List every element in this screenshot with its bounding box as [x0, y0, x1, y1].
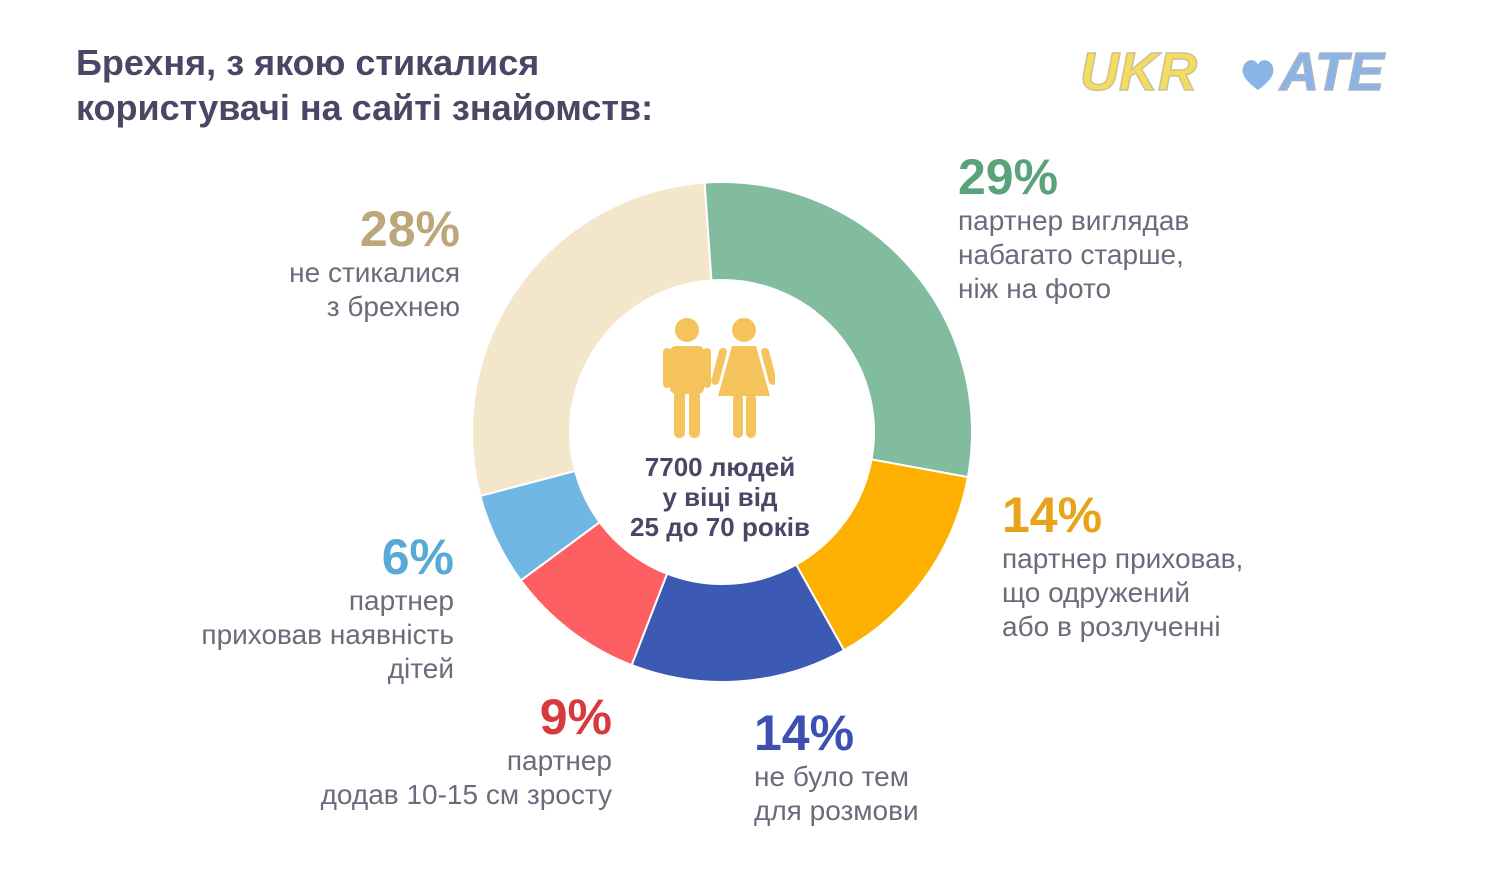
logo-text-ukr: UKR: [1080, 42, 1197, 102]
page-title: Брехня, з якою стикалися користувачі на …: [76, 42, 654, 128]
slice-older-than-photo: [703, 181, 973, 479]
slice-text: партнер приховав наявність дітей: [201, 585, 454, 684]
slice-text: партнер приховав, що одружений або в роз…: [1002, 543, 1244, 642]
heart-icon: [1242, 60, 1274, 90]
people-icon: [663, 318, 775, 438]
ukrdate-logo: UKR ATE: [1080, 41, 1387, 103]
slice-text: не стикалися з брехнею: [289, 257, 460, 322]
pct-label: 28%: [359, 201, 460, 257]
label-hid-children: 6% партнер приховав наявність дітей: [34, 530, 454, 686]
pct-label: 14%: [1002, 487, 1103, 543]
pct-label: 29%: [958, 149, 1059, 205]
pct-label: 9%: [539, 689, 612, 745]
sample-description: 7700 людей у віці від 25 до 70 років: [630, 452, 810, 542]
label-added-height: 9% партнер додав 10-15 см зросту: [192, 690, 612, 812]
slice-text: партнер виглядав набагато старше, ніж на…: [958, 205, 1190, 304]
pct-label: 14%: [754, 705, 855, 761]
label-hid-marriage: 14% партнер приховав, що одружений або в…: [1002, 488, 1422, 644]
label-no-topics: 14% не було тем для розмови: [754, 706, 1174, 828]
logo-text-ate: ATE: [1278, 42, 1386, 102]
label-older-than-photo: 29% партнер виглядав набагато старше, ні…: [958, 150, 1378, 306]
slice-text: партнер додав 10-15 см зросту: [320, 745, 612, 810]
label-no-lies: 28% не стикалися з брехнею: [40, 202, 460, 324]
slice-no-lies: [471, 181, 713, 498]
pct-label: 6%: [381, 529, 454, 585]
slice-text: не було тем для розмови: [754, 761, 919, 826]
